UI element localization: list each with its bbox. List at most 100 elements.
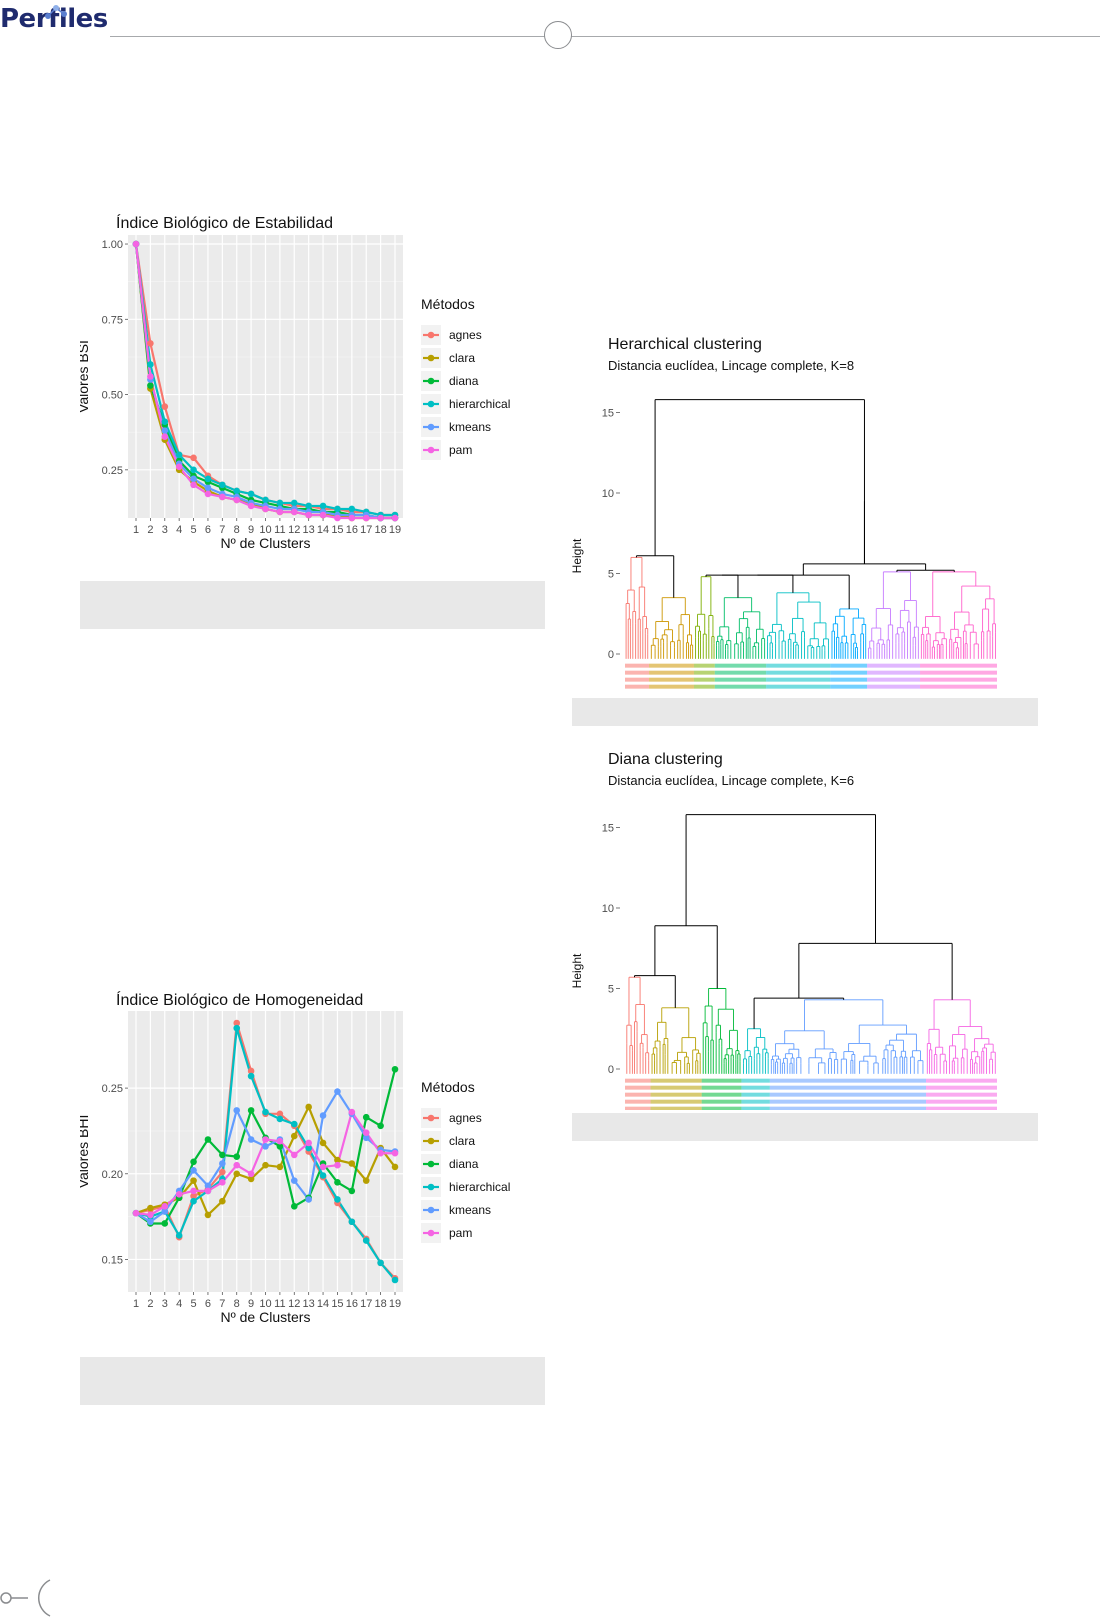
leaf-label-band (741, 1078, 770, 1083)
data-point-kmeans (190, 1167, 197, 1174)
data-point-hierarchical (247, 1072, 255, 1080)
leaf-label-band (693, 684, 715, 689)
data-point-kmeans (305, 1196, 312, 1203)
data-point-clara (147, 1204, 154, 1212)
data-point-diana (147, 382, 154, 389)
y-tick-label: 10 (602, 488, 614, 500)
data-point-hierarchical (276, 1115, 284, 1123)
data-point-pam (362, 1129, 370, 1136)
leaf-label-band (714, 684, 767, 689)
data-point-diana (362, 1113, 370, 1121)
leaf-label-band (741, 1106, 770, 1111)
legend-label-diana: diana (449, 374, 479, 388)
y-axis-label: Height (570, 953, 584, 988)
data-point-hierarchical (262, 496, 269, 504)
leaf-label-band (693, 670, 715, 675)
data-point-kmeans (161, 427, 169, 434)
legend-label-agnes: agnes (449, 328, 482, 342)
x-tick-label: 1 (133, 1298, 139, 1310)
leaf-label-band (714, 670, 767, 675)
data-point-pam (276, 1137, 284, 1145)
leaf-label-band (766, 677, 831, 682)
legend-key-point (427, 423, 435, 431)
data-point-pam (391, 514, 399, 522)
x-tick-label: 6 (205, 1298, 211, 1310)
data-point-pam (334, 514, 341, 522)
data-point-hierarchical (377, 1259, 384, 1267)
bsi-chart-panel: Índice Biológico de Estabilidad 0.25 0.50 0… (75, 210, 540, 580)
hc-dendrogram-panel: Herarchical clustering Distancia euclídea… (570, 330, 1025, 696)
y-axis-label: Valores BHI (80, 1115, 91, 1189)
legend-label-kmeans: kmeans (449, 1203, 491, 1217)
data-point-pam (190, 481, 197, 489)
data-point-kmeans (190, 475, 197, 483)
data-point-diana (377, 1122, 384, 1130)
data-point-hierarchical (391, 1276, 399, 1284)
data-point-clara (362, 1177, 370, 1184)
data-point-diana (290, 1203, 298, 1210)
header-circle-ornament (544, 21, 572, 49)
leaf-label-band (625, 1092, 651, 1097)
data-point-pam (334, 1161, 341, 1169)
data-point-pam (377, 514, 384, 522)
data-point-pam (305, 511, 312, 519)
data-point-hierarchical (305, 1144, 312, 1152)
chart-title: Diana clustering (608, 751, 723, 768)
x-tick-label: 10 (259, 1298, 271, 1310)
legend-label-diana: diana (449, 1157, 479, 1171)
data-point-kmeans (219, 1160, 226, 1167)
data-point-pam (262, 505, 269, 513)
x-tick-label: 12 (288, 524, 300, 536)
data-point-pam (348, 1108, 356, 1116)
y-tick-label: 1.00 (102, 239, 123, 251)
data-point-pam (175, 1191, 183, 1198)
y-tick-label: 5 (608, 568, 614, 580)
x-tick-label: 14 (317, 1298, 329, 1310)
data-point-kmeans (204, 1182, 212, 1190)
data-point-pam (219, 1179, 226, 1186)
legend-key-point (427, 1137, 435, 1145)
leaf-label-band (649, 684, 694, 689)
data-point-clara (319, 1139, 327, 1147)
leaf-label-band (926, 1078, 997, 1083)
data-point-diana (391, 1065, 399, 1073)
data-point-kmeans (161, 1208, 169, 1215)
leaf-label-band (766, 663, 831, 668)
data-point-pam (132, 1209, 140, 1217)
data-point-kmeans (233, 1107, 241, 1114)
diana-caption-box (572, 1113, 1038, 1141)
y-tick-label: 0 (608, 649, 614, 661)
x-tick-label: 8 (234, 524, 240, 536)
x-tick-label: 12 (288, 1298, 300, 1310)
data-point-hierarchical (247, 490, 255, 498)
legend-key-point (427, 377, 435, 385)
data-point-hierarchical (290, 1120, 298, 1128)
x-tick-label: 18 (374, 524, 386, 536)
data-point-pam (247, 502, 255, 510)
y-tick-label: 0.25 (102, 1083, 123, 1095)
bhi-chart: Índice Biológico de Homogeneidad 0.15 0.20… (75, 990, 510, 1325)
x-tick-label: 19 (389, 1298, 401, 1310)
data-point-agnes (147, 340, 154, 347)
data-point-pam (319, 1163, 327, 1171)
data-point-clara (290, 1132, 298, 1140)
x-tick-label: 10 (259, 524, 271, 536)
x-tick-label: 8 (234, 1298, 240, 1310)
data-point-pam (247, 1170, 255, 1178)
chart-title: Herarchical clustering (608, 336, 762, 353)
leaf-label-band (741, 1085, 770, 1090)
legend-label-clara: clara (449, 1134, 475, 1148)
legend-label-hierarchical: hierarchical (449, 397, 510, 411)
x-tick-label: 4 (176, 524, 182, 536)
leaf-label-band (769, 1106, 927, 1111)
data-point-hierarchical (334, 1196, 341, 1203)
data-point-diana (233, 1153, 241, 1160)
bsi-caption-box (80, 581, 545, 629)
y-axis-label: Valores BSI (80, 340, 91, 413)
legend-label-pam: pam (449, 443, 472, 457)
leaf-label-band (625, 684, 650, 689)
leaf-label-band (920, 677, 997, 682)
leaf-label-band (650, 1092, 702, 1097)
data-point-pam (147, 373, 154, 380)
x-tick-label: 11 (274, 524, 285, 536)
